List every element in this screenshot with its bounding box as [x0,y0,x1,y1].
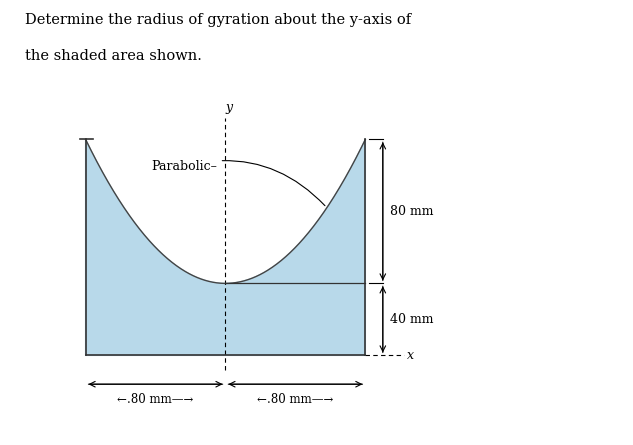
Text: ←․80 mm—→: ←․80 mm—→ [257,393,334,406]
Text: the shaded area shown.: the shaded area shown. [25,49,202,63]
Text: ←․80 mm—→: ←․80 mm—→ [117,393,194,406]
Text: y: y [225,101,232,114]
Text: 40 mm: 40 mm [390,313,434,326]
Text: Parabolic–: Parabolic– [151,160,325,206]
Text: x: x [407,349,414,362]
Text: Determine the radius of gyration about the y-axis of: Determine the radius of gyration about t… [25,13,411,27]
Text: 80 mm: 80 mm [390,205,434,218]
Polygon shape [85,139,365,356]
